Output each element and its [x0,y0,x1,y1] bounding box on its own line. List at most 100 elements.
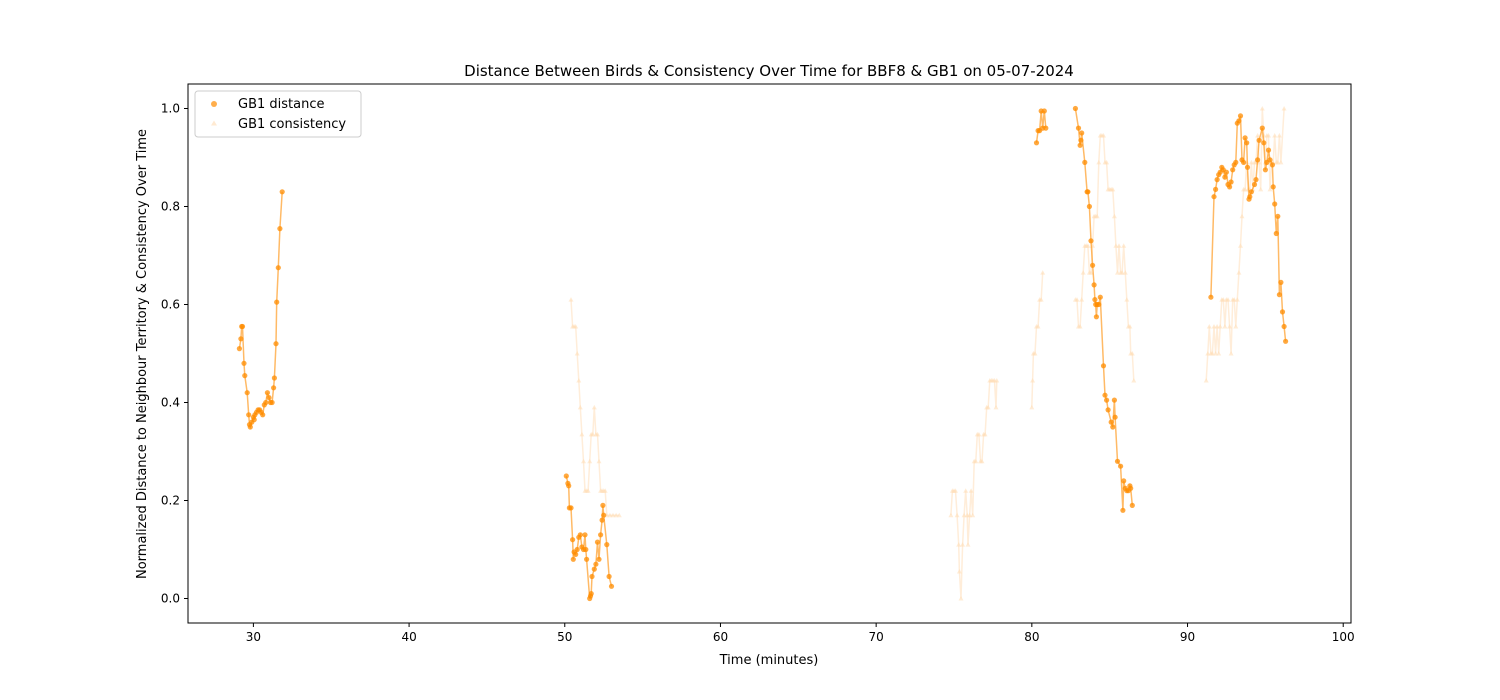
data-point [1234,297,1240,302]
data-point [266,395,272,401]
data-point [595,431,600,437]
data-point [1267,157,1273,163]
data-point [616,512,622,518]
data-point [577,532,583,538]
data-point [570,537,576,543]
data-point [1108,419,1114,425]
legend: GB1 distance GB1 consistency [194,90,362,138]
data-point [1213,186,1219,192]
data-point [1104,159,1110,165]
chart-title: Distance Between Birds & Consistency Ove… [464,62,1074,80]
y-tick-label: 1.0 [161,102,180,116]
data-point [1258,186,1264,192]
data-point [976,431,982,437]
data-point [1239,213,1245,219]
y-axis-label: Normalized Distance to Neighbour Territo… [135,129,150,579]
data-point [1091,282,1097,288]
data-point [1211,194,1217,200]
data-point [1102,392,1108,398]
data-point [591,566,597,572]
x-axis: 30 40 50 60 70 80 90 100 [246,623,1355,644]
data-point [1085,189,1091,195]
data-point [1127,324,1133,329]
data-point [1217,324,1223,329]
data-point [1241,159,1247,165]
data-point [1222,324,1228,329]
data-point [1086,203,1092,210]
data-point [613,512,619,518]
data-point [236,346,242,352]
data-point [269,399,275,406]
data-point [274,299,280,305]
data-point [963,488,969,493]
data-point [1088,238,1094,244]
data-point [1244,140,1250,146]
plot-frame [187,83,1352,624]
data-point [1077,324,1083,329]
data-point [1278,279,1284,285]
data-point [1209,351,1215,356]
data-point [570,556,576,562]
data-point [1222,174,1228,180]
data-point [264,390,270,396]
data-point [1238,243,1243,248]
legend-label-consistency: GB1 consistency [238,117,346,132]
data-point [1079,297,1085,302]
data-point [1038,297,1044,302]
x-tick-label: 90 [1180,630,1195,644]
data-point [275,265,281,271]
series-distance [236,105,1289,602]
data-point [1279,309,1286,315]
data-point [1228,351,1234,356]
x-axis-label: Time (minutes) [719,653,819,668]
data-point [993,404,999,410]
data-point [953,488,958,493]
data-point [1236,118,1242,124]
legend-label-distance: GB1 distance [238,97,324,112]
data-point [1105,407,1111,413]
data-point [573,551,579,558]
data-point [1206,324,1212,329]
data-point [1256,137,1262,143]
data-point [1267,186,1273,192]
data-point [1203,378,1209,383]
data-point [1269,162,1275,168]
data-point [251,417,257,423]
data-point [1078,137,1084,143]
data-point [271,375,277,381]
data-point [1074,297,1080,302]
data-point [1116,243,1122,248]
data-point [1259,106,1265,111]
data-point [583,546,589,553]
data-point [1121,243,1127,248]
data-point [596,556,602,562]
data-point [1118,463,1124,469]
legend-box [194,90,362,138]
data-point [1119,270,1125,275]
data-point [1228,179,1234,185]
data-point [577,404,583,410]
data-point [246,412,252,418]
data-point [1128,485,1134,491]
data-point [600,502,606,508]
data-point [241,360,247,366]
data-point [1080,270,1086,275]
data-point [1072,105,1078,112]
data-point [1092,297,1098,303]
data-point [574,351,580,356]
data-point [1079,130,1085,136]
data-point [1275,213,1281,219]
series-consistency [568,106,1287,601]
data-point [273,341,279,347]
data-point [566,483,572,489]
x-tick-label: 60 [713,630,728,644]
data-point [598,532,604,538]
data-point [1040,270,1046,275]
data-point [1272,201,1278,207]
data-point [1111,397,1117,403]
data-point [979,458,985,464]
data-point [1255,133,1261,138]
data-point [1131,378,1137,383]
data-point [1111,213,1117,219]
